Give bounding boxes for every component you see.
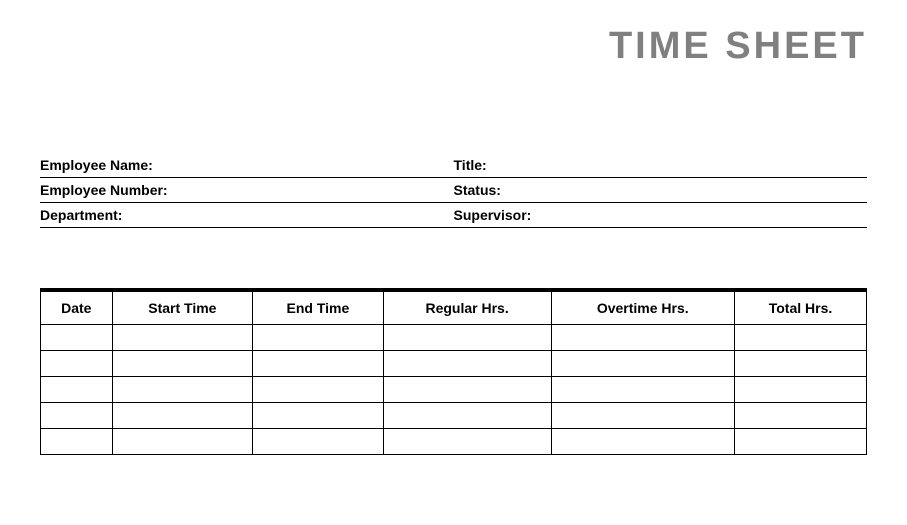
table-cell — [253, 325, 384, 351]
column-header-end-time: End Time — [253, 290, 384, 325]
table-row — [41, 351, 867, 377]
table-row — [41, 377, 867, 403]
table-cell — [112, 403, 253, 429]
table-cell — [734, 429, 866, 455]
employee-number-label: Employee Number: — [40, 182, 454, 198]
column-header-start-time: Start Time — [112, 290, 253, 325]
table-cell — [253, 429, 384, 455]
table-cell — [551, 429, 734, 455]
table-cell — [112, 429, 253, 455]
table-cell — [551, 377, 734, 403]
table-cell — [253, 403, 384, 429]
supervisor-label: Supervisor: — [454, 207, 868, 223]
table-body — [41, 325, 867, 455]
table-cell — [734, 351, 866, 377]
table-cell — [383, 429, 551, 455]
table-cell — [41, 351, 113, 377]
table-cell — [253, 351, 384, 377]
document-title: TIME SHEET — [40, 25, 867, 68]
info-row: Department: Supervisor: — [40, 203, 867, 228]
table-cell — [383, 325, 551, 351]
employee-info-section: Employee Name: Title: Employee Number: S… — [40, 153, 867, 228]
table-cell — [112, 351, 253, 377]
column-header-regular-hrs: Regular Hrs. — [383, 290, 551, 325]
table-cell — [41, 429, 113, 455]
table-cell — [551, 325, 734, 351]
table-cell — [383, 351, 551, 377]
table-cell — [112, 325, 253, 351]
column-header-date: Date — [41, 290, 113, 325]
info-row: Employee Number: Status: — [40, 178, 867, 203]
department-label: Department: — [40, 207, 454, 223]
table-cell — [112, 377, 253, 403]
title-label: Title: — [454, 157, 868, 173]
column-header-total-hrs: Total Hrs. — [734, 290, 866, 325]
table-row — [41, 325, 867, 351]
table-header-row: Date Start Time End Time Regular Hrs. Ov… — [41, 290, 867, 325]
table-cell — [41, 325, 113, 351]
table-cell — [734, 325, 866, 351]
status-label: Status: — [454, 182, 868, 198]
column-header-overtime-hrs: Overtime Hrs. — [551, 290, 734, 325]
table-row — [41, 429, 867, 455]
table-cell — [41, 403, 113, 429]
info-row: Employee Name: Title: — [40, 153, 867, 178]
employee-name-label: Employee Name: — [40, 157, 454, 173]
table-cell — [734, 403, 866, 429]
table-cell — [551, 403, 734, 429]
table-cell — [734, 377, 866, 403]
timesheet-table: Date Start Time End Time Regular Hrs. Ov… — [40, 288, 867, 455]
table-cell — [551, 351, 734, 377]
table-cell — [41, 377, 113, 403]
table-cell — [383, 403, 551, 429]
table-cell — [253, 377, 384, 403]
table-cell — [383, 377, 551, 403]
table-row — [41, 403, 867, 429]
